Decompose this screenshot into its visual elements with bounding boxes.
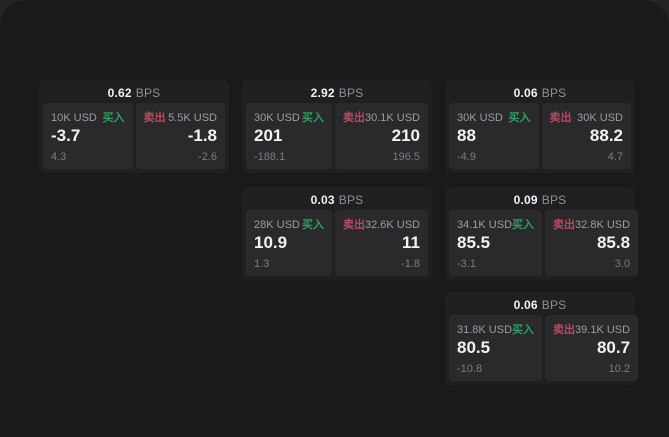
- sell-side-label: 卖出: [342, 112, 365, 124]
- buy-panel[interactable]: 30K USD 买入 201 -188.1: [246, 103, 332, 169]
- sell-price: 11: [402, 233, 420, 252]
- bps-unit-label: BPS: [541, 193, 567, 207]
- sell-side-label: 卖出: [553, 324, 576, 336]
- buy-delta: -4.9: [457, 151, 476, 163]
- bps-spread-header: 0.62 BPS: [43, 83, 225, 103]
- sell-delta: 196.5: [392, 151, 420, 163]
- sell-panel[interactable]: 卖出 30K USD 88.2 4.7: [541, 103, 631, 169]
- sell-size-label: 30.1K USD: [364, 112, 420, 124]
- sell-side-label: 卖出: [143, 112, 166, 124]
- buy-price: 85.5: [457, 233, 491, 252]
- buy-side-label: 买入: [512, 324, 535, 336]
- sell-price: -1.8: [187, 126, 217, 145]
- sell-panel[interactable]: 卖出 5.5K USD -1.8 -2.6: [135, 103, 225, 169]
- bps-spread-value: 0.06: [513, 298, 538, 312]
- bps-unit-label: BPS: [541, 298, 567, 312]
- sell-delta: -2.6: [198, 151, 217, 163]
- buy-panel[interactable]: 28K USD 买入 10.9 1.3: [246, 210, 332, 276]
- quote-card: 0.62 BPS 10K USD 买入 -3.7 4.3 卖出 5.5K USD …: [39, 80, 229, 173]
- sell-panel[interactable]: 卖出 30.1K USD 210 196.5: [334, 103, 428, 169]
- buy-size-label: 34.1K USD: [457, 219, 513, 231]
- sell-panel[interactable]: 卖出 39.1K USD 80.7 10.2: [545, 315, 639, 381]
- buy-panel[interactable]: 30K USD 买入 88 -4.9: [449, 103, 539, 169]
- bps-spread-value: 2.92: [310, 86, 335, 100]
- sell-delta: 3.0: [614, 258, 631, 270]
- bps-unit-label: BPS: [135, 86, 161, 100]
- buy-panel[interactable]: 34.1K USD 买入 85.5 -3.1: [449, 210, 543, 276]
- buy-size-label: 31.8K USD: [457, 324, 513, 336]
- bps-spread-header: 0.06 BPS: [449, 295, 631, 315]
- buy-size-label: 28K USD: [254, 219, 300, 231]
- buy-side-label: 买入: [301, 112, 324, 124]
- sell-panel[interactable]: 卖出 32.6K USD 11 -1.8: [334, 210, 428, 276]
- sell-price: 88.2: [589, 126, 623, 145]
- sell-price: 210: [391, 126, 420, 145]
- quote-card: 2.92 BPS 30K USD 买入 201 -188.1 卖出 30.1K U…: [242, 80, 432, 173]
- buy-side-label: 买入: [512, 219, 535, 231]
- sell-delta: 10.2: [608, 363, 631, 375]
- buy-side-label: 买入: [102, 112, 125, 124]
- quote-card: 0.09 BPS 34.1K USD 买入 85.5 -3.1 卖出 32.8K …: [445, 187, 639, 280]
- bps-spread-value: 0.09: [513, 193, 538, 207]
- sell-price: 80.7: [596, 338, 631, 357]
- quote-card: 0.06 BPS 30K USD 买入 88 -4.9 卖出 30K USD 88…: [445, 80, 635, 173]
- buy-delta: -188.1: [254, 151, 286, 163]
- buy-panel[interactable]: 10K USD 买入 -3.7 4.3: [43, 103, 133, 169]
- quote-card: 0.06 BPS 31.8K USD 买入 80.5 -10.8 卖出 39.1K…: [445, 292, 639, 385]
- buy-side-label: 买入: [301, 219, 324, 231]
- buy-delta: -10.8: [457, 363, 483, 375]
- buy-delta: 1.3: [254, 258, 270, 270]
- buy-size-label: 10K USD: [51, 112, 97, 124]
- bps-spread-header: 0.09 BPS: [449, 190, 631, 210]
- buy-price: 80.5: [457, 338, 491, 357]
- buy-price: -3.7: [51, 126, 81, 145]
- sell-delta: -1.8: [401, 258, 420, 270]
- sell-size-label: 5.5K USD: [168, 112, 217, 124]
- sell-size-label: 32.6K USD: [364, 219, 420, 231]
- bps-spread-value: 0.06: [513, 86, 538, 100]
- bps-unit-label: BPS: [338, 193, 364, 207]
- buy-side-label: 买入: [508, 112, 531, 124]
- buy-delta: -3.1: [457, 258, 476, 270]
- bps-unit-label: BPS: [541, 86, 567, 100]
- bps-spread-value: 0.03: [310, 193, 335, 207]
- sell-side-label: 卖出: [342, 219, 365, 231]
- sell-panel[interactable]: 卖出 32.8K USD 85.8 3.0: [545, 210, 639, 276]
- sell-delta: 4.7: [607, 151, 623, 163]
- sell-size-label: 39.1K USD: [575, 324, 631, 336]
- bps-spread-header: 0.06 BPS: [449, 83, 631, 103]
- buy-price: 88: [457, 126, 476, 145]
- buy-panel[interactable]: 31.8K USD 买入 80.5 -10.8: [449, 315, 543, 381]
- bps-unit-label: BPS: [338, 86, 364, 100]
- sell-size-label: 30K USD: [577, 112, 623, 124]
- bps-spread-header: 0.03 BPS: [246, 190, 428, 210]
- quote-card: 0.03 BPS 28K USD 买入 10.9 1.3 卖出 32.6K USD…: [242, 187, 432, 280]
- sell-side-label: 卖出: [553, 219, 576, 231]
- bps-spread-header: 2.92 BPS: [246, 83, 428, 103]
- sell-size-label: 32.8K USD: [575, 219, 631, 231]
- buy-delta: 4.3: [51, 151, 67, 163]
- buy-price: 10.9: [254, 233, 288, 252]
- sell-price: 85.8: [596, 233, 631, 252]
- bps-spread-value: 0.62: [107, 86, 132, 100]
- buy-size-label: 30K USD: [254, 112, 300, 124]
- sell-side-label: 卖出: [549, 112, 572, 124]
- buy-price: 201: [254, 126, 283, 145]
- buy-size-label: 30K USD: [457, 112, 503, 124]
